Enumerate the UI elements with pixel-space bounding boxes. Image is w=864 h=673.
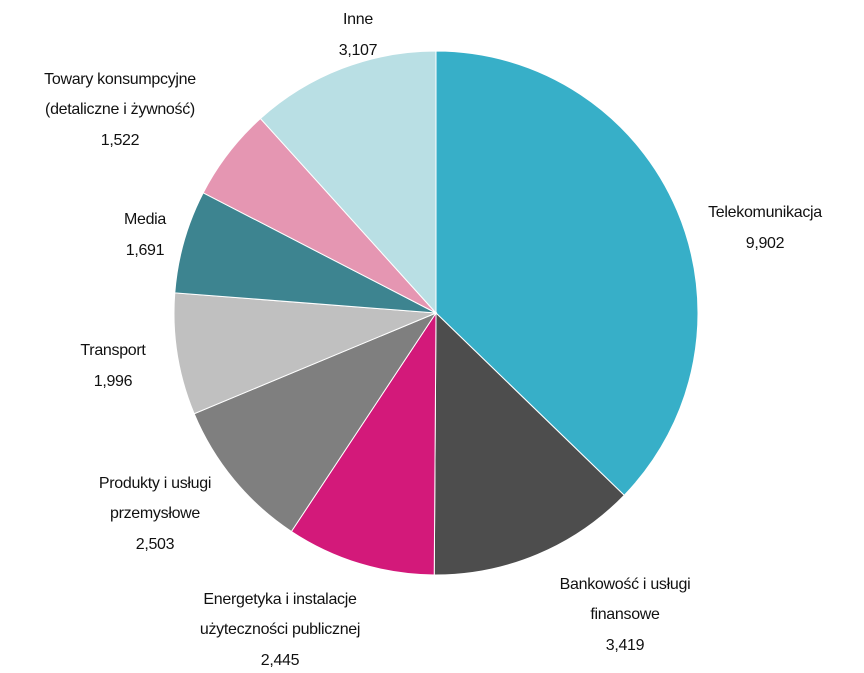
slice-label: Bankowość i usługi xyxy=(560,576,691,593)
slice-label: finansowe xyxy=(590,606,660,623)
value-label: 2,445 xyxy=(261,652,300,669)
pie-slice xyxy=(290,311,437,576)
value-label: 9,902 xyxy=(746,235,785,252)
slice-label: Transport xyxy=(80,342,146,359)
value-label: 1,691 xyxy=(126,242,165,259)
value-label: 1,522 xyxy=(101,132,140,149)
slice-label: Telekomunikacja xyxy=(708,204,822,221)
slice-label: przemysłowe xyxy=(110,505,200,522)
pie-slice xyxy=(173,292,437,415)
slice-label: Towary konsumpcyjne xyxy=(44,71,196,88)
slice-label: Energetyka i instalacje xyxy=(203,591,357,608)
slice-label: Media xyxy=(124,211,166,228)
value-label: 1,996 xyxy=(94,373,133,390)
slice-label: Produkty i usługi xyxy=(99,475,211,492)
value-label: 3,419 xyxy=(606,637,645,654)
value-label: 2,503 xyxy=(136,536,175,553)
pie-slice xyxy=(259,50,437,315)
value-label: 3,107 xyxy=(339,42,378,59)
pie-slice xyxy=(193,311,438,533)
slice-label: (detaliczne i żywność) xyxy=(45,101,195,118)
pie-slice xyxy=(435,50,699,496)
slice-label: użyteczności publicznej xyxy=(200,621,360,638)
slice-label: Inne xyxy=(343,11,373,28)
pie-slice xyxy=(433,311,625,576)
